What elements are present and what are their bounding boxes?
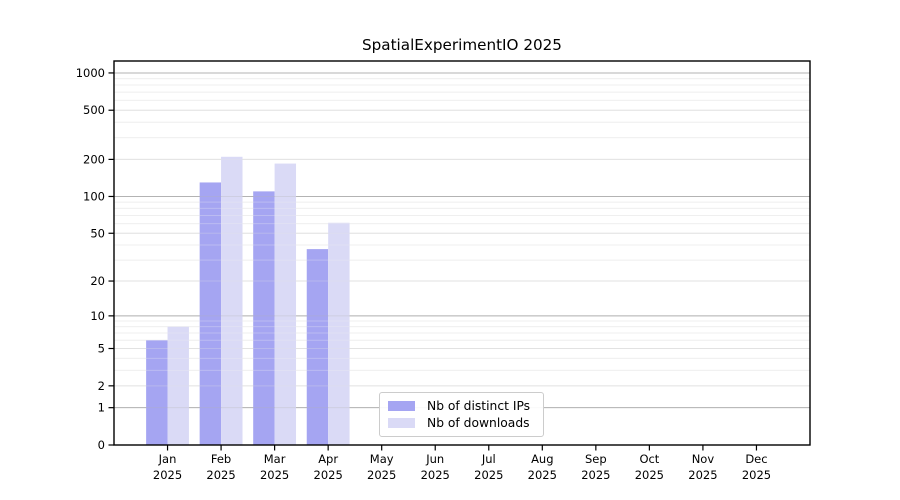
x-tick-label-year-jul: 2025 <box>474 468 503 482</box>
legend-item-downloads: Nb of downloads <box>388 415 535 430</box>
x-tick-label-year-sep: 2025 <box>581 468 610 482</box>
y-tick-label-200: 200 <box>83 152 105 166</box>
y-tick-label-50: 50 <box>90 226 105 240</box>
x-tick-label-year-jan: 2025 <box>153 468 182 482</box>
bar-jan-distinct-ips <box>146 340 168 445</box>
y-tick-label-1: 1 <box>98 401 105 415</box>
x-tick-label-month-jun: Jun <box>425 452 444 466</box>
legend-label-distinct-ips: Nb of distinct IPs <box>427 399 531 414</box>
y-tick-label-500: 500 <box>83 103 105 117</box>
legend: Nb of distinct IPs Nb of downloads <box>379 392 544 437</box>
x-tick-label-month-jan: Jan <box>158 452 177 466</box>
x-tick-label-year-apr: 2025 <box>314 468 343 482</box>
y-tick-label-10: 10 <box>90 309 105 323</box>
x-tick-label-month-feb: Feb <box>211 452 231 466</box>
y-tick-label-5: 5 <box>98 342 105 356</box>
x-tick-label-year-feb: 2025 <box>206 468 235 482</box>
legend-swatch-downloads <box>388 417 415 428</box>
x-tick-label-year-oct: 2025 <box>635 468 664 482</box>
y-tick-label-20: 20 <box>90 274 105 288</box>
y-tick-label-100: 100 <box>83 189 105 203</box>
bar-mar-downloads <box>274 163 297 446</box>
bar-feb-downloads <box>221 156 243 445</box>
x-tick-label-month-nov: Nov <box>692 452 715 466</box>
y-tick-label-1000: 1000 <box>76 66 105 80</box>
plot-border <box>113 60 811 446</box>
y-tick-label-0: 0 <box>98 438 105 452</box>
x-tick-label-year-dec: 2025 <box>742 468 771 482</box>
chart-title: SpatialExperimentIO 2025 <box>362 36 562 54</box>
x-tick-label-year-aug: 2025 <box>528 468 557 482</box>
y-tick-label-2: 2 <box>98 379 105 393</box>
x-tick-label-year-mar: 2025 <box>260 468 289 482</box>
x-tick-label-year-jun: 2025 <box>421 468 450 482</box>
bar-mar-distinct-ips <box>253 191 275 445</box>
x-tick-label-month-mar: Mar <box>264 452 286 466</box>
x-tick-label-month-oct: Oct <box>639 452 659 466</box>
x-tick-label-month-apr: Apr <box>318 452 338 466</box>
x-tick-label-month-may: May <box>370 452 394 466</box>
bar-apr-downloads <box>328 222 350 445</box>
x-tick-label-month-aug: Aug <box>531 452 553 466</box>
x-tick-label-year-nov: 2025 <box>688 468 717 482</box>
bar-apr-distinct-ips <box>306 249 329 445</box>
legend-item-distinct-ips: Nb of distinct IPs <box>388 399 535 414</box>
x-tick-label-month-sep: Sep <box>585 452 607 466</box>
bar-jan-downloads <box>167 326 189 445</box>
x-tick-label-month-jul: Jul <box>481 452 496 466</box>
x-tick-label-year-may: 2025 <box>367 468 396 482</box>
legend-swatch-distinct-ips <box>388 401 415 412</box>
bar-feb-distinct-ips <box>199 182 222 445</box>
x-tick-label-month-dec: Dec <box>745 452 767 466</box>
legend-label-downloads: Nb of downloads <box>427 415 530 430</box>
